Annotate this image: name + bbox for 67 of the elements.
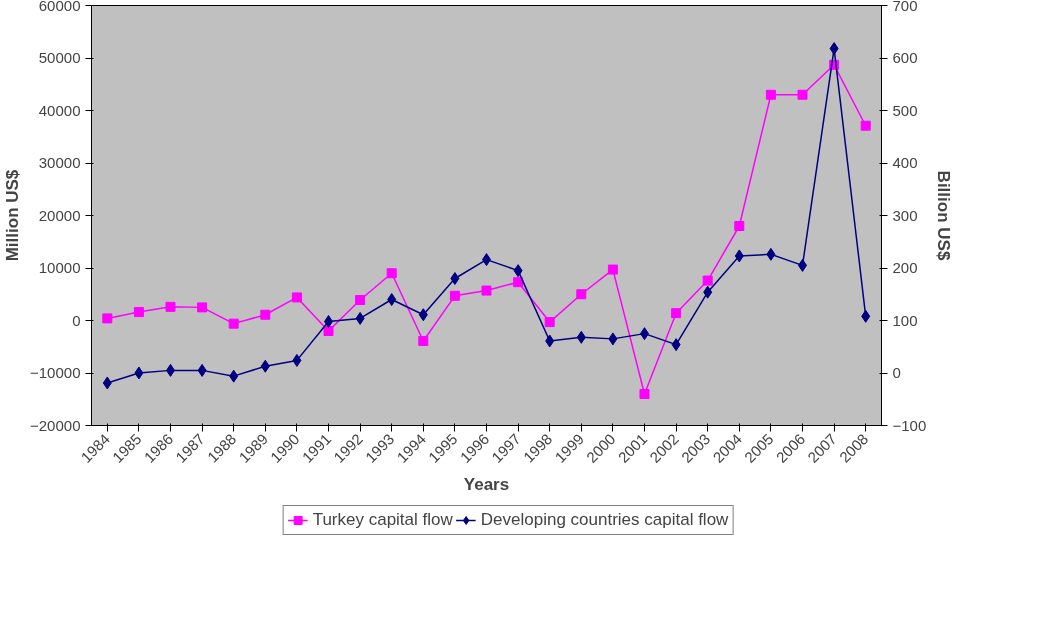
y-tick-label: 0 [72, 311, 81, 329]
point [513, 264, 523, 278]
point [829, 42, 839, 56]
point [197, 363, 207, 377]
y2-tick-label: −100 [892, 416, 927, 434]
point [355, 295, 366, 306]
point [702, 275, 713, 286]
point [418, 335, 429, 346]
point [387, 293, 397, 306]
y-axis-title: Million US$ [3, 169, 23, 262]
point [260, 309, 271, 320]
point [766, 247, 776, 261]
y2-tick-label: 500 [892, 101, 918, 119]
y2-tick-label: 300 [892, 206, 918, 224]
y2-tick-label: 100 [892, 311, 918, 329]
point [608, 332, 618, 346]
point [386, 268, 397, 279]
point [545, 334, 555, 348]
point [544, 317, 555, 328]
point [102, 376, 112, 390]
point [165, 301, 176, 312]
point [703, 285, 713, 299]
point [228, 318, 239, 329]
point [449, 290, 460, 301]
y-tick-label: −20000 [30, 416, 81, 434]
point [765, 89, 776, 100]
y-tick-label: −10000 [30, 364, 81, 381]
point [671, 338, 681, 352]
point [418, 308, 428, 322]
y2-axis-title: Billion US$ [934, 170, 954, 261]
y2-tick-label: 0 [892, 364, 901, 381]
y-tick-label: 10000 [38, 259, 81, 276]
point [797, 89, 808, 100]
point [671, 308, 682, 319]
point [481, 285, 492, 296]
y-tick-label: 50000 [38, 49, 81, 66]
point [576, 289, 587, 300]
point [734, 221, 745, 231]
y-tick-label: 40000 [38, 101, 81, 119]
point [133, 307, 144, 318]
y2-tick-label: 600 [892, 49, 918, 66]
point [197, 302, 208, 313]
legend-label: Developing countries capital flow [480, 510, 729, 530]
point [513, 277, 524, 288]
point [607, 264, 618, 275]
y2-tick-label: 400 [892, 154, 918, 171]
y2-tick-label: 200 [892, 259, 918, 276]
point [102, 313, 113, 324]
point [292, 353, 302, 367]
point [134, 366, 144, 380]
point [639, 389, 650, 399]
point [229, 369, 239, 383]
point [576, 330, 586, 344]
x-axis-title: Years [463, 475, 510, 495]
y-tick-label: 60000 [38, 0, 81, 14]
point [734, 249, 744, 263]
point [860, 120, 871, 131]
y-tick-label: 20000 [38, 206, 81, 224]
point [355, 311, 365, 325]
point [260, 359, 270, 373]
legend-label: Turkey capital flow [312, 510, 453, 530]
point [291, 292, 302, 303]
point [450, 272, 460, 285]
point [323, 326, 334, 336]
y-tick-label: 30000 [38, 154, 81, 171]
y2-tick-label: 700 [892, 0, 918, 14]
point [861, 309, 871, 323]
